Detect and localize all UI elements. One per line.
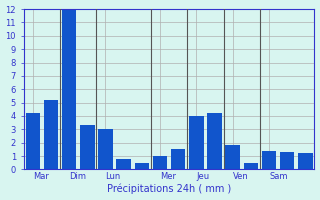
Bar xyxy=(225,145,240,169)
Bar xyxy=(80,125,95,169)
Bar xyxy=(134,163,149,169)
Bar xyxy=(153,156,167,169)
Bar xyxy=(98,129,113,169)
Bar xyxy=(189,116,204,169)
Bar xyxy=(207,113,222,169)
Bar xyxy=(171,149,185,169)
Bar xyxy=(298,153,313,169)
Bar xyxy=(62,9,76,169)
Bar xyxy=(280,152,294,169)
X-axis label: Précipitations 24h ( mm ): Précipitations 24h ( mm ) xyxy=(107,184,231,194)
Bar xyxy=(244,163,258,169)
Bar xyxy=(116,159,131,169)
Bar xyxy=(26,113,40,169)
Bar xyxy=(262,151,276,169)
Bar xyxy=(44,100,58,169)
